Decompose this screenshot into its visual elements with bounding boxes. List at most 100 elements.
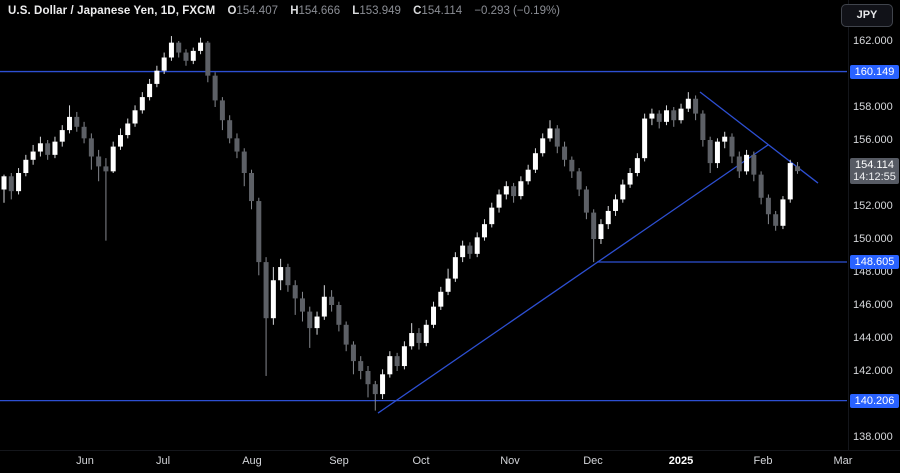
close-label: C [413,5,422,17]
candle [132,105,138,127]
price-axis[interactable]: 154.114 14:12:55 162.000 158.000 156.000 15… [848,0,900,450]
candle [649,108,655,126]
candle [481,219,487,241]
candle [227,115,233,144]
candle [765,194,771,225]
line-price-label[interactable]: 140.206 [850,393,899,408]
time-axis[interactable]: Jun Jul Aug Sep Oct Nov Dec 2025 Feb Mar [0,450,900,473]
candle-body [409,333,415,347]
symbol-title[interactable]: U.S. Dollar / Japanese Yen, 1D, FXCM [8,5,216,17]
time-tick-month: Oct [412,455,430,467]
candle-body [416,333,422,343]
candlestick-chart-canvas[interactable] [0,0,848,450]
candle [685,92,691,112]
candle [663,105,669,126]
candle [431,301,437,329]
price-tick-label: 152.000 [853,200,893,212]
candle-body [707,140,713,164]
candle [525,164,531,185]
candle [678,103,684,124]
change-value: −0.293 (−0.19%) [474,5,561,17]
candle [336,301,342,332]
candle-body [147,83,153,98]
candle [249,169,255,210]
candle [562,141,568,167]
candle-body [292,285,298,299]
candle-body [176,42,182,53]
candle [117,128,123,150]
high-label: H [290,5,299,17]
candle-body [394,356,400,367]
candle [125,118,131,139]
candle-body [88,138,94,157]
candle-body [343,324,349,345]
candle-body [620,184,626,200]
candle-body [642,118,648,159]
price-tick-label: 146.000 [853,299,893,311]
candle [787,159,793,203]
trend-line-ascending[interactable] [377,144,769,414]
candle [147,78,153,101]
candle-body [438,291,444,307]
candle [474,232,480,258]
candle-body [219,100,225,121]
candle-body [678,108,684,121]
candle [59,125,65,147]
candle-body [30,151,36,160]
line-price-label[interactable]: 148.605 [850,255,899,270]
currency-unit-button[interactable]: JPY [841,4,893,27]
candle-body [460,245,466,258]
open-value: 154.407 [236,5,278,17]
candle-body [132,110,138,124]
candle [190,47,196,65]
candle [241,148,247,187]
candle-body [299,298,305,312]
candle-body [525,169,531,182]
candle [37,136,43,157]
candle-body [161,57,167,71]
candle-body [729,136,735,157]
candle-body [576,171,582,190]
candle [714,138,720,169]
candle [321,285,327,320]
candle-body [110,146,116,172]
candle [350,341,356,375]
candle [409,323,415,350]
candle [605,206,611,230]
candle [518,176,524,200]
candle [285,263,291,292]
candle-body [540,138,546,154]
candle-body [278,267,284,281]
candle-body [663,110,669,122]
candle-body [627,173,633,185]
candle [758,171,764,205]
last-price-label[interactable]: 154.114 14:12:55 [850,158,899,185]
price-tick-label: 150.000 [853,233,893,245]
candle [45,140,51,160]
candle [452,252,458,282]
candle-body [336,305,342,325]
line-price-label[interactable]: 160.149 [850,64,899,79]
candle [183,49,189,66]
time-tick-month: Nov [500,455,520,467]
candle [736,151,742,178]
candle-body [591,212,597,239]
candle [460,240,466,263]
candle [299,291,305,322]
candle-body [656,113,662,122]
candle [8,173,14,200]
candle-body [431,306,437,325]
candle-body [583,189,589,213]
candle [219,97,225,131]
time-tick-month: Jun [76,455,94,467]
candle [569,156,575,178]
candle [642,113,648,162]
candle [416,328,422,350]
candle [1,174,7,203]
candle-body [307,311,313,329]
candle-body [685,98,691,109]
candle [671,107,677,127]
trend-line-descending[interactable] [699,91,819,184]
candle-body [773,214,779,226]
